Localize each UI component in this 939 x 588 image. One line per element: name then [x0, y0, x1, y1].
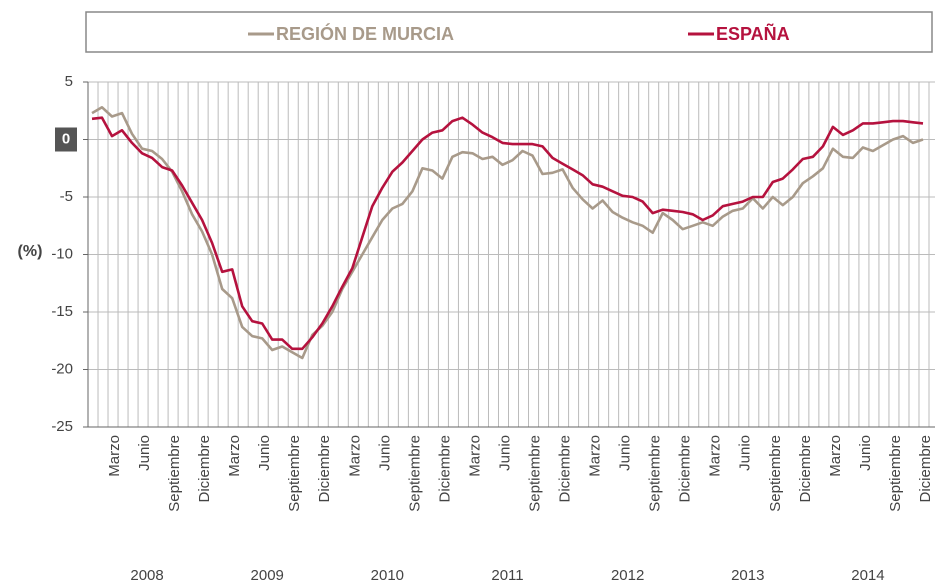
x-tick-label: Marzo: [707, 435, 724, 477]
series-line: [91, 106, 924, 360]
year-label: 2012: [611, 567, 644, 583]
x-tick-label: Diciembre: [196, 435, 213, 503]
y-tick-label: -5: [60, 188, 73, 205]
year-label: 2008: [130, 567, 163, 583]
year-label: 2011: [491, 567, 523, 583]
y-tick-label: 5: [65, 73, 73, 90]
y-tick-label: -25: [51, 418, 73, 435]
y-tick-label: -10: [51, 245, 73, 262]
x-tick-label: Diciembre: [917, 435, 934, 503]
x-tick-label: Marzo: [466, 435, 483, 477]
x-tick-label: Junio: [136, 435, 153, 471]
x-tick-label: Marzo: [226, 435, 243, 477]
x-tick-label: Diciembre: [797, 435, 814, 503]
x-tick-label: Junio: [617, 435, 634, 471]
x-tick-label: Marzo: [106, 435, 123, 477]
x-tick-label: Septiembre: [887, 435, 904, 512]
legend-box: [85, 11, 933, 53]
x-tick-label: Junio: [857, 435, 874, 471]
year-label: 2013: [731, 567, 764, 583]
legend-label: ESPAÑA: [716, 23, 790, 44]
series-line: [91, 116, 924, 351]
y-tick-label: 0: [62, 130, 70, 147]
x-tick-label: Marzo: [587, 435, 604, 477]
x-tick-label: Junio: [737, 435, 754, 471]
year-label: 2014: [851, 567, 884, 583]
x-tick-label: Junio: [256, 435, 273, 471]
year-label: 2010: [371, 567, 404, 583]
x-tick-label: Septiembre: [647, 435, 664, 512]
y-axis-label: (%): [18, 243, 43, 260]
x-tick-label: Marzo: [827, 435, 844, 477]
x-tick-label: Septiembre: [406, 435, 423, 512]
x-tick-label: Septiembre: [286, 435, 303, 512]
y-tick-label: -20: [51, 360, 73, 377]
x-tick-label: Septiembre: [166, 435, 183, 512]
zero-box: [55, 127, 77, 152]
y-tick-label: -15: [51, 303, 73, 320]
x-tick-label: Septiembre: [767, 435, 784, 512]
x-tick-label: Septiembre: [526, 435, 543, 512]
x-tick-label: Junio: [376, 435, 393, 471]
x-tick-label: Diciembre: [316, 435, 333, 503]
year-label: 2009: [251, 567, 284, 583]
x-tick-label: Diciembre: [557, 435, 574, 503]
x-tick-label: Marzo: [346, 435, 363, 477]
x-tick-label: Junio: [496, 435, 513, 471]
x-tick-label: Diciembre: [436, 435, 453, 503]
legend-label: REGIÓN DE MURCIA: [276, 23, 454, 44]
x-tick-label: Diciembre: [677, 435, 694, 503]
